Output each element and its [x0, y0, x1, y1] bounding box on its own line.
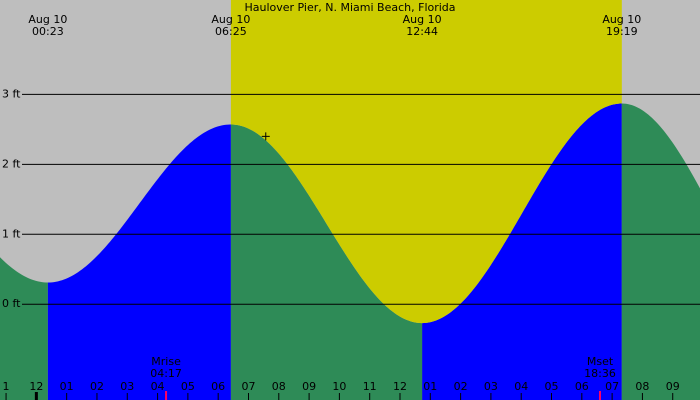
hour-label: 09	[666, 380, 680, 393]
hour-label: 09	[302, 380, 316, 393]
hour-label: 11	[363, 380, 377, 393]
top-time-label: 00:23	[32, 25, 64, 38]
hour-label: 01	[423, 380, 437, 393]
hour-label: 02	[90, 380, 104, 393]
hour-label: 04	[514, 380, 528, 393]
top-date-label: Aug 10	[28, 13, 67, 26]
y-tick-label: 0 ft	[2, 297, 21, 310]
hour-label: 03	[484, 380, 498, 393]
current-level-marker	[261, 132, 270, 141]
moon-event-label: Mrise	[151, 355, 181, 368]
now-marker	[34, 392, 38, 400]
moon-event-time: 18:36	[584, 367, 616, 380]
chart-title: Haulover Pier, N. Miami Beach, Florida	[244, 1, 455, 14]
hour-label: 02	[454, 380, 468, 393]
y-tick-label: 1 ft	[2, 227, 21, 240]
top-time-label: 06:25	[215, 25, 247, 38]
y-tick-label: 2 ft	[2, 157, 21, 170]
top-time-label: 12:44	[406, 25, 438, 38]
y-tick-label: 3 ft	[2, 87, 21, 100]
hour-label: 08	[272, 380, 286, 393]
hour-label: 1	[3, 380, 10, 393]
hour-label: 12	[393, 380, 407, 393]
hour-label: 05	[545, 380, 559, 393]
hour-label: 08	[635, 380, 649, 393]
hour-label: 06	[211, 380, 225, 393]
top-date-label: Aug 10	[211, 13, 250, 26]
hour-label: 10	[332, 380, 346, 393]
moon-event-label: Mset	[587, 355, 614, 368]
top-date-label: Aug 10	[602, 13, 641, 26]
hour-label: 05	[181, 380, 195, 393]
hour-axis: 1 12 01 02 03 04 05 06 07 08 09 10 11 12 01 02 03 04 05 06 0…	[3, 380, 680, 400]
hour-label: 04	[151, 380, 165, 393]
height-gridlines: 0 ft 1 ft 2 ft 3 ft	[2, 87, 700, 310]
hour-label: 06	[575, 380, 589, 393]
hour-label: 01	[60, 380, 74, 393]
hour-label: 12	[29, 380, 43, 393]
top-time-label: 19:19	[606, 25, 638, 38]
top-date-label: Aug 10	[403, 13, 442, 26]
moon-event-time: 04:17	[150, 367, 182, 380]
hour-label: 03	[120, 380, 134, 393]
hour-label: 07	[605, 380, 619, 393]
hour-label: 07	[241, 380, 255, 393]
